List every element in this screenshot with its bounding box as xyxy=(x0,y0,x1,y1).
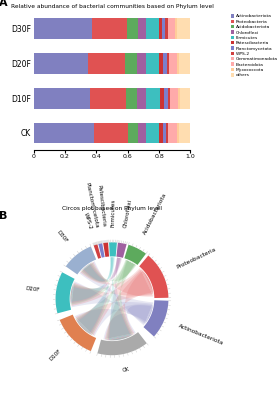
Bar xyxy=(169,53,174,74)
Polygon shape xyxy=(103,305,153,340)
Polygon shape xyxy=(116,243,127,258)
Text: Proteobacteria: Proteobacteria xyxy=(176,247,217,270)
Bar xyxy=(167,18,172,39)
Bar xyxy=(146,18,158,39)
Bar xyxy=(128,122,138,144)
Polygon shape xyxy=(143,300,168,336)
Bar xyxy=(146,53,159,74)
Bar xyxy=(146,88,160,109)
Text: Circos plot based on Phylum level: Circos plot based on Phylum level xyxy=(62,206,162,211)
Polygon shape xyxy=(75,270,153,336)
Bar xyxy=(34,122,94,144)
Polygon shape xyxy=(98,243,105,258)
Bar xyxy=(92,18,127,39)
Bar xyxy=(127,18,137,39)
Text: Actinobacteriota: Actinobacteriota xyxy=(178,324,225,346)
Polygon shape xyxy=(71,257,114,302)
Bar xyxy=(172,18,174,39)
Polygon shape xyxy=(55,272,74,313)
Bar xyxy=(170,88,174,109)
Polygon shape xyxy=(94,244,101,259)
Bar xyxy=(94,122,128,144)
Bar xyxy=(126,88,137,109)
Polygon shape xyxy=(76,260,135,335)
Bar xyxy=(34,53,88,74)
Bar xyxy=(165,18,167,39)
Bar xyxy=(163,53,167,74)
Polygon shape xyxy=(108,258,132,340)
Polygon shape xyxy=(71,258,121,303)
Polygon shape xyxy=(103,242,109,257)
Polygon shape xyxy=(109,242,117,256)
Title: Relative abundance of bacterial communities based on Phylum level: Relative abundance of bacterial communit… xyxy=(11,4,213,9)
Bar xyxy=(179,53,190,74)
Text: B: B xyxy=(0,211,8,221)
Polygon shape xyxy=(97,332,147,355)
Text: Firmicutes: Firmicutes xyxy=(111,198,116,227)
Text: Chloroflexi: Chloroflexi xyxy=(123,199,133,228)
Polygon shape xyxy=(82,258,122,282)
Polygon shape xyxy=(60,315,96,351)
Text: D20F: D20F xyxy=(26,286,41,293)
Bar xyxy=(125,53,137,74)
Bar xyxy=(158,18,162,39)
Polygon shape xyxy=(79,261,153,326)
Text: A: A xyxy=(0,0,8,8)
Legend: Actinobacteriota, Proteobacteria, Acidobacteriota, Chloroflexi, Firmicutes, Pate: Actinobacteriota, Proteobacteria, Acidob… xyxy=(231,14,278,77)
Bar xyxy=(34,18,92,39)
Bar xyxy=(180,88,190,109)
Bar xyxy=(174,18,177,39)
Bar xyxy=(177,18,190,39)
Polygon shape xyxy=(76,258,121,334)
Bar xyxy=(177,53,179,74)
Polygon shape xyxy=(81,260,136,282)
Bar xyxy=(164,88,167,109)
Bar xyxy=(179,122,190,144)
Bar xyxy=(169,122,173,144)
Bar xyxy=(159,53,163,74)
Text: CK: CK xyxy=(122,366,130,373)
Bar xyxy=(167,88,170,109)
Bar xyxy=(166,122,169,144)
Bar xyxy=(146,122,159,144)
Bar xyxy=(173,122,177,144)
Text: D10F: D10F xyxy=(49,348,63,362)
Polygon shape xyxy=(71,260,136,304)
Bar xyxy=(138,122,146,144)
Polygon shape xyxy=(71,281,153,324)
Polygon shape xyxy=(83,257,115,281)
Polygon shape xyxy=(124,245,146,265)
Polygon shape xyxy=(66,246,96,274)
Text: Planctomycetota: Planctomycetota xyxy=(85,182,99,229)
Bar xyxy=(137,53,146,74)
Text: Acidobacteriota: Acidobacteriota xyxy=(143,192,168,236)
Polygon shape xyxy=(109,257,131,340)
Text: D30F: D30F xyxy=(56,230,69,244)
Bar xyxy=(34,88,90,109)
Bar xyxy=(167,53,169,74)
Polygon shape xyxy=(74,304,153,336)
Bar xyxy=(159,122,163,144)
Bar xyxy=(162,18,165,39)
Polygon shape xyxy=(80,262,153,297)
Polygon shape xyxy=(106,260,135,340)
Bar xyxy=(174,88,178,109)
Bar xyxy=(88,53,125,74)
Bar xyxy=(90,88,126,109)
Bar xyxy=(177,122,179,144)
Bar xyxy=(174,53,177,74)
Text: WPS-2: WPS-2 xyxy=(83,212,93,230)
Polygon shape xyxy=(139,256,169,298)
Bar xyxy=(178,88,180,109)
Polygon shape xyxy=(77,257,113,334)
Polygon shape xyxy=(71,269,153,306)
Bar xyxy=(137,88,146,109)
Bar xyxy=(163,122,166,144)
Bar xyxy=(160,88,164,109)
Text: Patescibacteria: Patescibacteria xyxy=(97,185,106,227)
Bar xyxy=(137,18,146,39)
Polygon shape xyxy=(105,271,153,340)
